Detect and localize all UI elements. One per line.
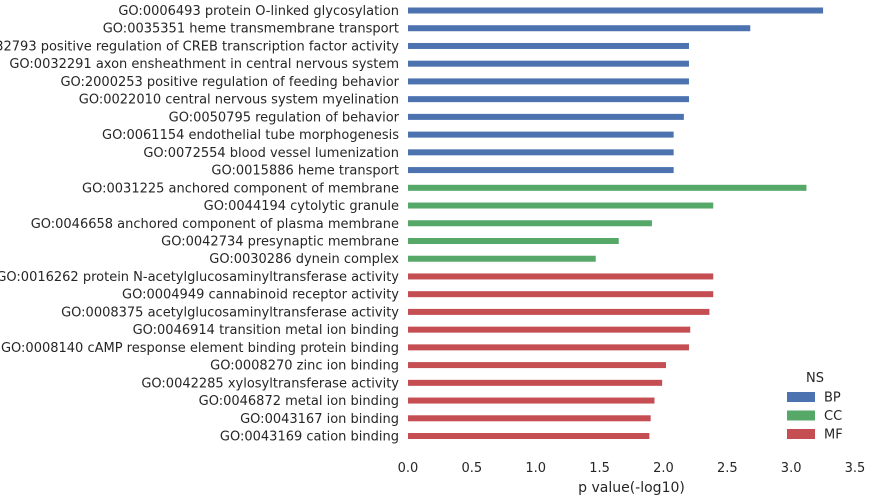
category-label: GO:0008375 acetylglucosaminyltransferase… bbox=[61, 305, 399, 320]
bar-bp-1 bbox=[408, 25, 751, 32]
bar-mf-17 bbox=[408, 308, 710, 315]
category-label: GO:0061154 endothelial tube morphogenesi… bbox=[102, 128, 399, 143]
legend-label-bp: BP bbox=[824, 391, 841, 406]
bar-bp-4 bbox=[408, 78, 689, 85]
bar-bp-9 bbox=[408, 167, 674, 174]
bar-mf-24 bbox=[408, 433, 650, 440]
bar-cc-12 bbox=[408, 220, 652, 227]
legend-swatch-mf bbox=[787, 429, 815, 439]
bar-cc-11 bbox=[408, 202, 714, 209]
legend-swatch-cc bbox=[787, 410, 815, 421]
bar-bp-0 bbox=[408, 7, 824, 14]
category-label: GO:0043167 ion binding bbox=[240, 412, 399, 427]
legend-title: NS bbox=[806, 371, 824, 386]
category-label: GO:0072554 blood vessel lumenization bbox=[143, 146, 399, 161]
bar-bp-2 bbox=[408, 42, 689, 49]
category-label: GO:0043169 cation binding bbox=[220, 430, 399, 445]
bar-bp-8 bbox=[408, 149, 674, 156]
bar-mf-22 bbox=[408, 397, 655, 404]
category-label: GO:0035351 heme transmembrane transport bbox=[103, 22, 399, 37]
category-label: GO:2000253 positive regulation of feedin… bbox=[60, 75, 399, 90]
x-tick-label: 3.0 bbox=[781, 461, 802, 476]
x-tick-label: 2.5 bbox=[717, 461, 738, 476]
bar-mf-20 bbox=[408, 362, 666, 369]
bar-bp-3 bbox=[408, 60, 689, 67]
legend-swatch-bp bbox=[787, 392, 815, 402]
bars-layer bbox=[408, 7, 824, 440]
category-label: GO:0015886 heme transport bbox=[211, 164, 399, 179]
bar-bp-5 bbox=[408, 96, 689, 103]
x-tick-label: 2.0 bbox=[653, 461, 674, 476]
legend-label-mf: MF bbox=[824, 428, 843, 443]
category-label: GO:0006493 protein O-linked glycosylatio… bbox=[118, 4, 399, 19]
bar-mf-23 bbox=[408, 415, 651, 422]
category-label: GO:0008140 cAMP response element binding… bbox=[1, 341, 399, 356]
legend: NS BP CC MF bbox=[787, 371, 843, 443]
category-label: GO:0042734 presynaptic membrane bbox=[161, 234, 399, 249]
x-axis-label: p value(-log10) bbox=[578, 480, 685, 496]
category-labels: GO:0006493 protein O-linked glycosylatio… bbox=[0, 4, 400, 445]
category-label: GO:0030286 dynein complex bbox=[209, 252, 399, 267]
bar-bp-7 bbox=[408, 131, 674, 138]
bar-cc-10 bbox=[408, 184, 807, 191]
bar-mf-18 bbox=[408, 326, 691, 333]
legend-label-cc: CC bbox=[824, 409, 842, 424]
category-label: GO:0044194 cytolytic granule bbox=[204, 199, 399, 214]
x-tick-label: 0.0 bbox=[398, 461, 419, 476]
category-label: GO:0008270 zinc ion binding bbox=[210, 359, 399, 374]
category-label: GO:0042285 xylosyltransferase activity bbox=[141, 376, 399, 391]
category-label: GO:0004949 cannabinoid receptor activity bbox=[122, 288, 399, 303]
category-label: GO:0050795 regulation of behavior bbox=[169, 110, 400, 125]
category-label: GO:0016262 protein N-acetylglucosaminylt… bbox=[0, 270, 399, 285]
category-label: GO:0046914 transition metal ion binding bbox=[133, 323, 399, 338]
bar-mf-16 bbox=[408, 291, 714, 298]
x-tick-label: 1.5 bbox=[589, 461, 610, 476]
category-label: GO:0032793 positive regulation of CREB t… bbox=[0, 39, 399, 54]
category-label: GO:0046872 metal ion binding bbox=[199, 394, 399, 409]
category-label: GO:0032291 axon ensheathment in central … bbox=[9, 57, 399, 72]
x-tick-label: 1.0 bbox=[525, 461, 546, 476]
category-label: GO:0031225 anchored component of membran… bbox=[82, 181, 399, 196]
category-label: GO:0022010 central nervous system myelin… bbox=[79, 93, 399, 108]
x-tick-label: 3.5 bbox=[845, 461, 866, 476]
x-tick-label: 0.5 bbox=[462, 461, 483, 476]
bar-cc-14 bbox=[408, 255, 596, 262]
x-axis-ticks: 0.0 0.5 1.0 1.5 2.0 2.5 3.0 3.5 bbox=[398, 461, 866, 476]
category-label: GO:0046658 anchored component of plasma … bbox=[31, 217, 399, 232]
bar-bp-6 bbox=[408, 113, 684, 120]
bar-cc-13 bbox=[408, 237, 619, 244]
bar-mf-21 bbox=[408, 379, 663, 386]
bar-mf-15 bbox=[408, 273, 714, 280]
bar-mf-19 bbox=[408, 344, 689, 351]
